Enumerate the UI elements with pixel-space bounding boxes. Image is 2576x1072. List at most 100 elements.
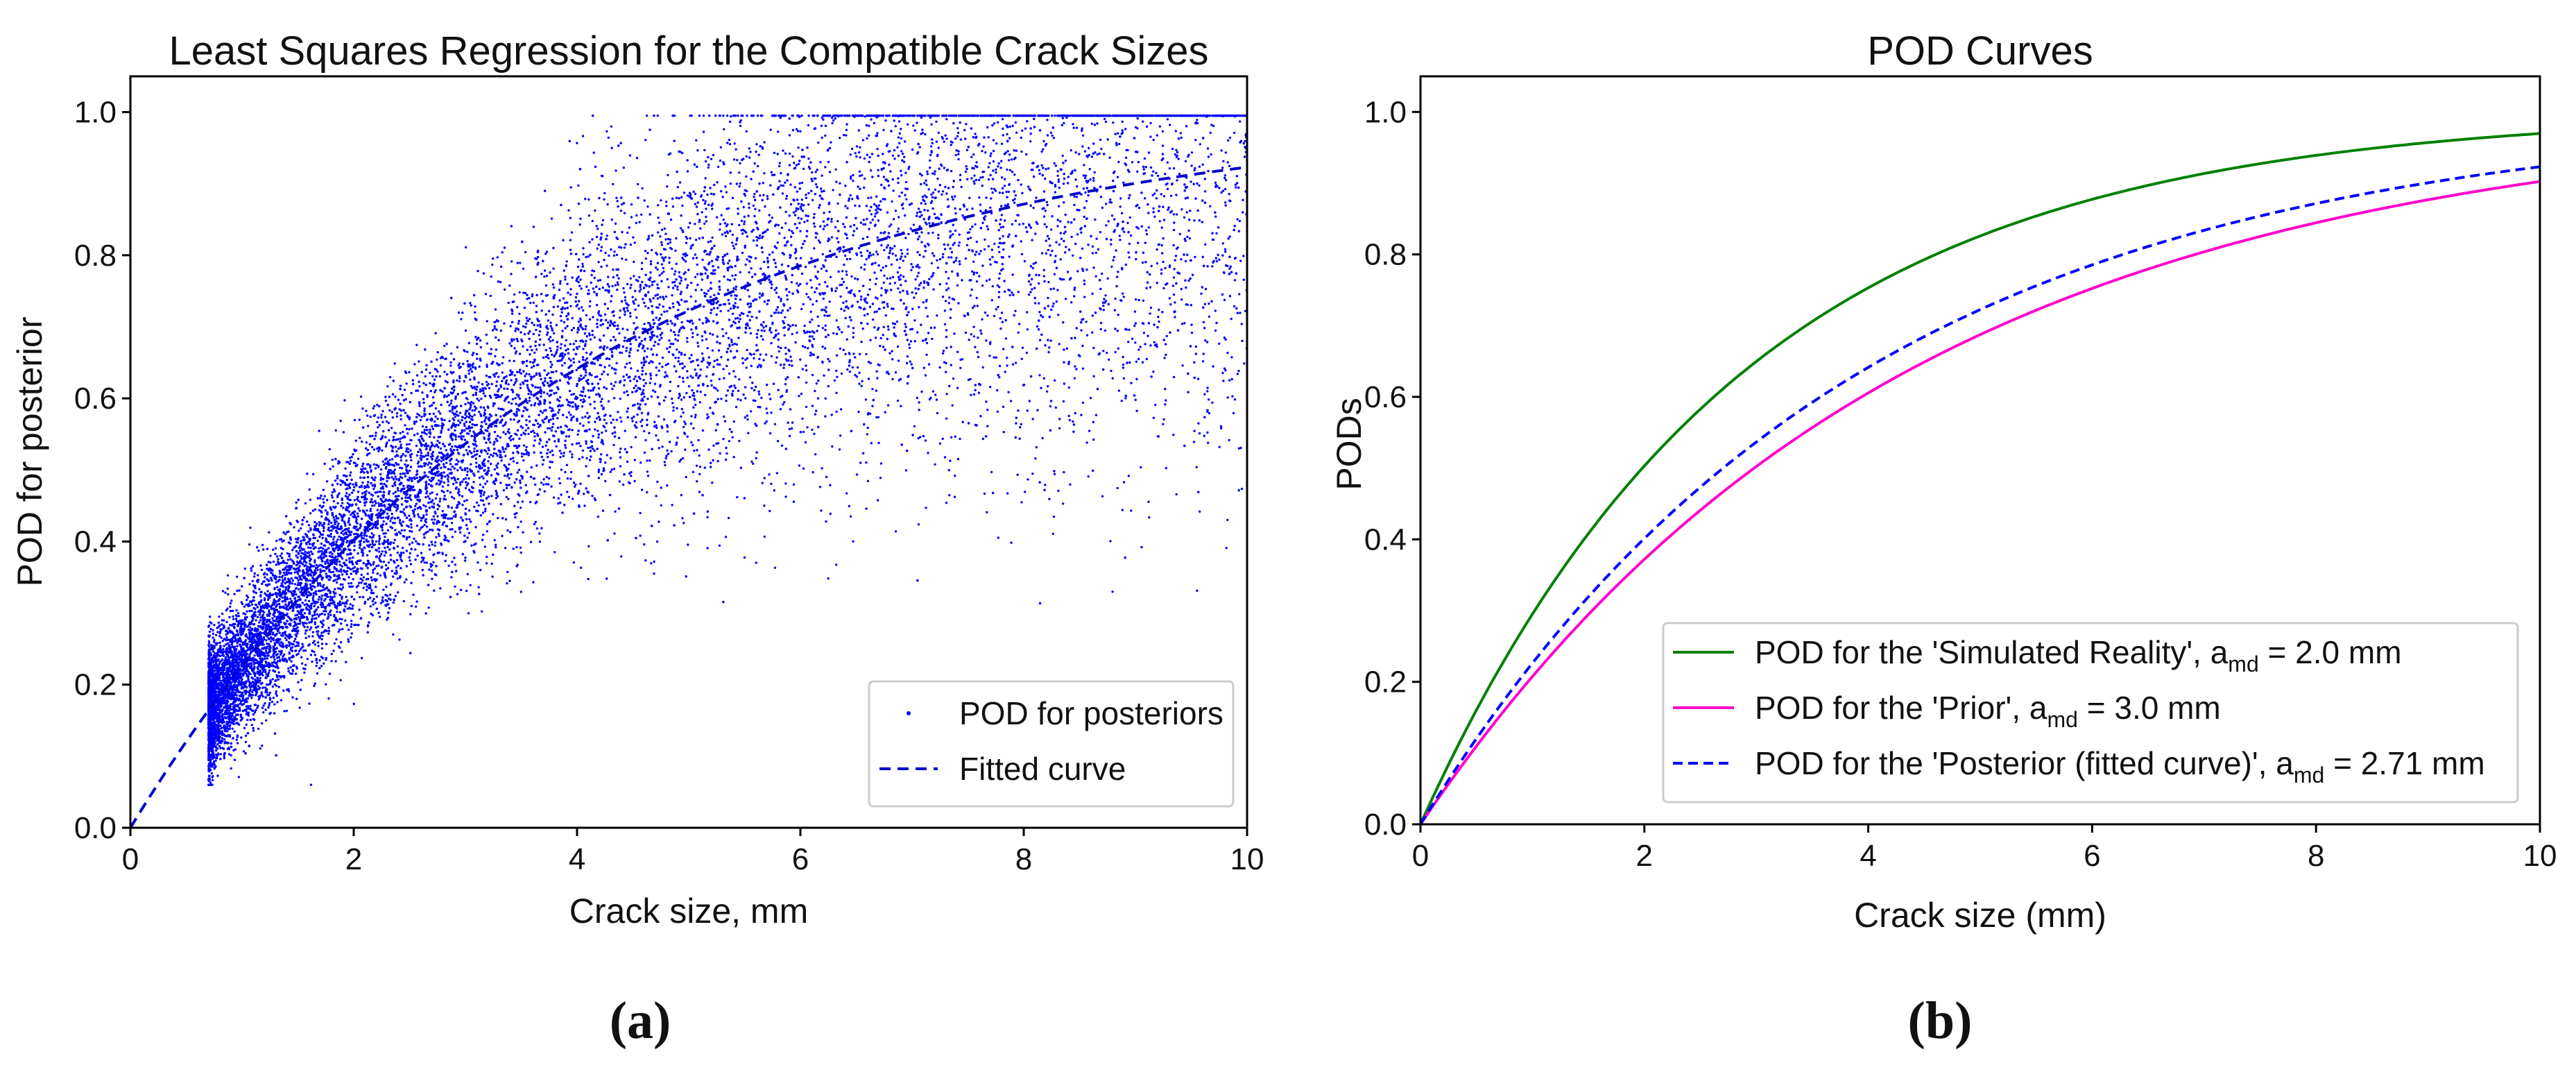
scatter-point bbox=[273, 703, 276, 706]
scatter-point bbox=[490, 382, 493, 386]
scatter-point bbox=[480, 489, 483, 493]
scatter-point bbox=[1235, 307, 1238, 310]
scatter-point bbox=[959, 366, 962, 370]
scatter-point bbox=[1092, 142, 1095, 145]
scatter-point bbox=[716, 266, 720, 269]
scatter-point bbox=[724, 536, 728, 538]
scatter-point bbox=[1190, 180, 1192, 183]
scatter-point bbox=[303, 604, 306, 606]
scatter-point bbox=[576, 433, 579, 436]
scatter-point bbox=[790, 281, 793, 284]
scatter-point bbox=[465, 518, 468, 520]
scatter-point bbox=[472, 366, 474, 368]
scatter-point bbox=[569, 477, 572, 480]
scatter-point bbox=[975, 280, 979, 283]
scatter-point bbox=[943, 309, 947, 312]
scatter-point bbox=[985, 196, 988, 199]
scatter-point bbox=[565, 463, 568, 466]
scatter-point bbox=[664, 457, 667, 460]
scatter-point bbox=[979, 176, 982, 179]
scatter-point bbox=[350, 459, 352, 462]
scatter-point bbox=[244, 740, 247, 744]
scatter-point bbox=[642, 389, 645, 392]
scatter-point bbox=[476, 398, 479, 400]
scatter-point bbox=[862, 284, 865, 287]
scatter-point bbox=[297, 652, 300, 656]
scatter-point bbox=[425, 513, 428, 516]
scatter-point bbox=[1134, 398, 1137, 401]
scatter-point bbox=[582, 340, 585, 343]
scatter-point bbox=[920, 174, 923, 177]
scatter-point bbox=[650, 360, 653, 363]
scatter-point bbox=[933, 326, 936, 329]
scatter-point bbox=[345, 601, 347, 604]
scatter-point bbox=[550, 429, 553, 432]
scatter-point bbox=[640, 425, 644, 427]
scatter-point bbox=[840, 307, 843, 310]
scatter-point bbox=[956, 127, 959, 130]
scatter-point bbox=[311, 509, 315, 512]
scatter-point bbox=[818, 283, 821, 286]
scatter-point bbox=[847, 199, 850, 202]
scatter-point bbox=[1025, 351, 1029, 355]
scatter-point bbox=[309, 579, 312, 582]
scatter-point bbox=[770, 171, 773, 173]
scatter-point bbox=[826, 223, 829, 226]
scatter-point bbox=[726, 223, 729, 226]
scatter-point bbox=[904, 280, 907, 282]
scatter-point bbox=[1162, 339, 1166, 341]
scatter-point bbox=[690, 415, 693, 418]
scatter-point bbox=[544, 444, 547, 447]
scatter-point bbox=[1180, 208, 1183, 211]
scatter-point bbox=[665, 205, 668, 207]
scatter-point bbox=[834, 168, 837, 171]
scatter-point bbox=[1048, 346, 1051, 349]
scatter-point bbox=[918, 306, 920, 309]
scatter-point bbox=[809, 298, 812, 300]
scatter-point bbox=[725, 191, 728, 194]
scatter-point bbox=[214, 749, 218, 752]
scatter-point bbox=[1239, 139, 1243, 142]
scatter-point bbox=[876, 297, 879, 300]
scatter-point bbox=[624, 448, 626, 451]
scatter-point bbox=[411, 541, 414, 544]
scatter-point bbox=[1102, 350, 1105, 352]
scatter-point bbox=[603, 198, 606, 201]
scatter-point bbox=[601, 373, 603, 375]
scatter-point bbox=[529, 353, 531, 356]
scatter-point bbox=[596, 411, 599, 415]
scatter-point bbox=[562, 239, 565, 241]
scatter-point bbox=[970, 177, 973, 180]
scatter-point bbox=[673, 333, 677, 337]
scatter-point bbox=[431, 491, 433, 494]
scatter-point bbox=[927, 363, 931, 366]
scatter-point bbox=[524, 250, 527, 254]
scatter-point bbox=[280, 552, 283, 555]
scatter-point bbox=[527, 432, 530, 436]
scatter-point bbox=[964, 137, 967, 140]
scatter-point bbox=[453, 389, 456, 392]
scatter-point bbox=[1088, 146, 1090, 150]
scatter-point bbox=[510, 338, 513, 341]
scatter-point bbox=[551, 313, 554, 316]
scatter-point bbox=[316, 539, 319, 543]
scatter-point bbox=[558, 450, 561, 452]
scatter-point bbox=[843, 133, 845, 137]
scatter-point bbox=[929, 145, 933, 148]
scatter-point bbox=[866, 249, 869, 253]
scatter-point bbox=[764, 353, 768, 356]
scatter-point bbox=[922, 339, 925, 342]
scatter-point bbox=[299, 688, 302, 691]
scatter-point bbox=[479, 495, 482, 497]
scatter-point bbox=[1038, 172, 1041, 175]
scatter-point bbox=[669, 218, 673, 221]
scatter-point bbox=[739, 124, 742, 128]
scatter-point bbox=[815, 409, 818, 412]
scatter-point bbox=[1114, 350, 1117, 354]
scatter-point bbox=[796, 114, 799, 117]
scatter-point bbox=[754, 423, 757, 425]
scatter-point bbox=[965, 244, 969, 246]
scatter-point bbox=[754, 399, 757, 402]
scatter-point bbox=[336, 578, 339, 581]
scatter-point bbox=[377, 426, 379, 429]
